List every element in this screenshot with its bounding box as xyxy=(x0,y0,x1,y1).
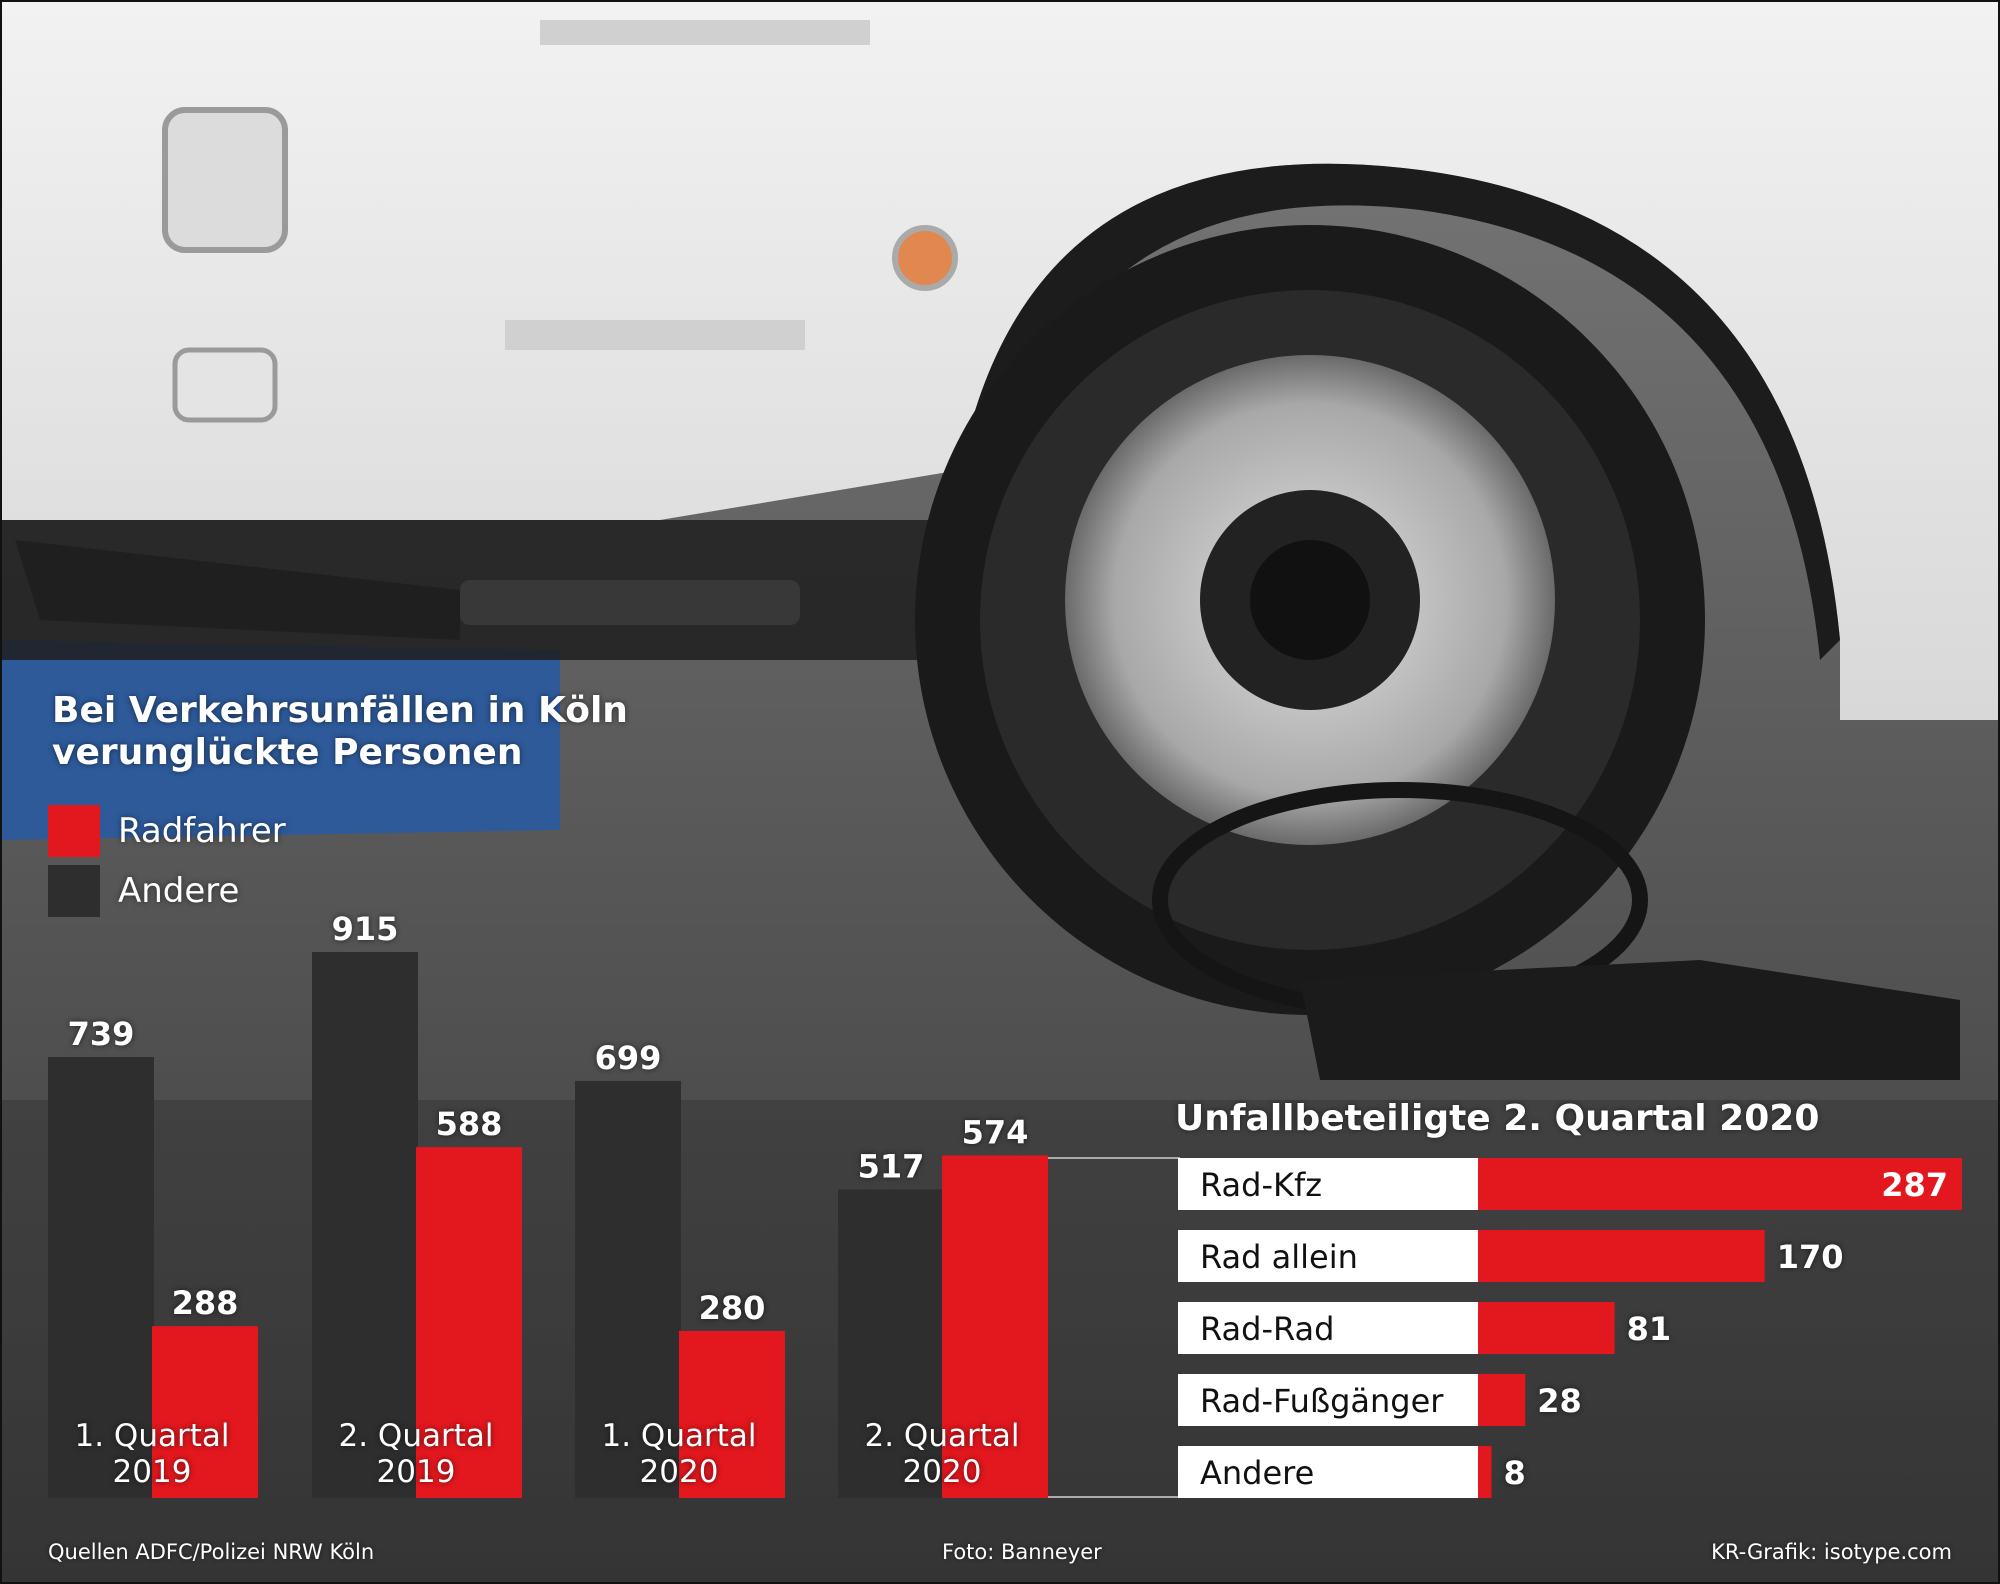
footer-credit: KR-Grafik: isotype.com xyxy=(1711,1540,1952,1564)
bar-andere xyxy=(312,952,418,1498)
legend-label-radfahrer: Radfahrer xyxy=(118,811,286,851)
hbar-category-label: Rad allein xyxy=(1200,1238,1358,1276)
category-label: 2019 xyxy=(113,1454,192,1490)
data-label: 588 xyxy=(436,1105,503,1143)
bar-andere xyxy=(575,1080,681,1498)
bar-radfahrer xyxy=(679,1330,785,1498)
bar-andere xyxy=(48,1057,154,1498)
category-label: 2. Quartal xyxy=(865,1418,1020,1454)
category-label: 2. Quartal xyxy=(339,1418,494,1454)
bar-radfahrer xyxy=(416,1147,522,1498)
hbar-row: Rad-Kfz 287 xyxy=(1178,1158,1962,1210)
data-label: 280 xyxy=(699,1289,766,1327)
legend-label-andere: Andere xyxy=(118,871,240,911)
category-label: 2020 xyxy=(640,1454,719,1490)
hbar-category-label: Rad-Fußgänger xyxy=(1200,1382,1444,1420)
data-label: 288 xyxy=(172,1284,239,1322)
hbar-value-label: 170 xyxy=(1777,1238,1844,1276)
hbar-label-box xyxy=(1178,1230,1478,1282)
chart-title: Bei Verkehrsunfällen in Köln verunglückt… xyxy=(52,690,628,773)
hbar-category-label: Andere xyxy=(1200,1454,1314,1492)
hbar-label-box xyxy=(1178,1158,1478,1210)
data-label: 739 xyxy=(68,1015,135,1053)
category-label: 1. Quartal xyxy=(75,1418,230,1454)
bar-radfahrer xyxy=(152,1326,258,1498)
footer-photo: Foto: Banneyer xyxy=(942,1540,1102,1564)
hbar xyxy=(1478,1302,1615,1354)
hbar xyxy=(1478,1446,1492,1498)
hbar-category-label: Rad-Kfz xyxy=(1200,1166,1322,1204)
legend-item-radfahrer: Radfahrer xyxy=(48,804,286,858)
hbar-value-label: 287 xyxy=(1881,1166,1948,1204)
hbar xyxy=(1478,1158,1962,1210)
data-label: 574 xyxy=(962,1113,1029,1151)
data-label: 915 xyxy=(332,910,399,948)
legend-item-andere: Andere xyxy=(48,864,239,918)
hbar-label-box xyxy=(1178,1446,1478,1498)
hbar-label-box xyxy=(1178,1302,1478,1354)
hbar-row: Andere 8 xyxy=(1178,1446,1526,1498)
hbar-row: Rad-Rad 81 xyxy=(1178,1302,1671,1354)
hbar-row: Rad allein 170 xyxy=(1178,1230,1843,1282)
bar-andere xyxy=(838,1189,944,1498)
legend-swatch-radfahrer xyxy=(48,805,100,857)
subchart-title: Unfallbeteiligte 2. Quartal 2020 xyxy=(1175,1098,1820,1139)
hbar xyxy=(1478,1374,1526,1426)
hbar-value-label: 81 xyxy=(1627,1310,1672,1348)
category-label: 1. Quartal xyxy=(602,1418,757,1454)
category-label: 2019 xyxy=(377,1454,456,1490)
data-label: 699 xyxy=(595,1039,662,1077)
hbar-category-label: Rad-Rad xyxy=(1200,1310,1334,1348)
data-label: 517 xyxy=(858,1147,925,1185)
bar-radfahrer xyxy=(942,1155,1048,1498)
legend-swatch-andere xyxy=(48,865,100,917)
category-label: 2020 xyxy=(903,1454,982,1490)
hbar xyxy=(1478,1230,1765,1282)
hbar-label-box xyxy=(1178,1374,1478,1426)
hbar-value-label: 28 xyxy=(1537,1382,1582,1420)
footer-source: Quellen ADFC/Polizei NRW Köln xyxy=(48,1540,375,1564)
hbar-value-label: 8 xyxy=(1503,1454,1525,1492)
hbar-row: Rad-Fußgänger 28 xyxy=(1178,1374,1582,1426)
